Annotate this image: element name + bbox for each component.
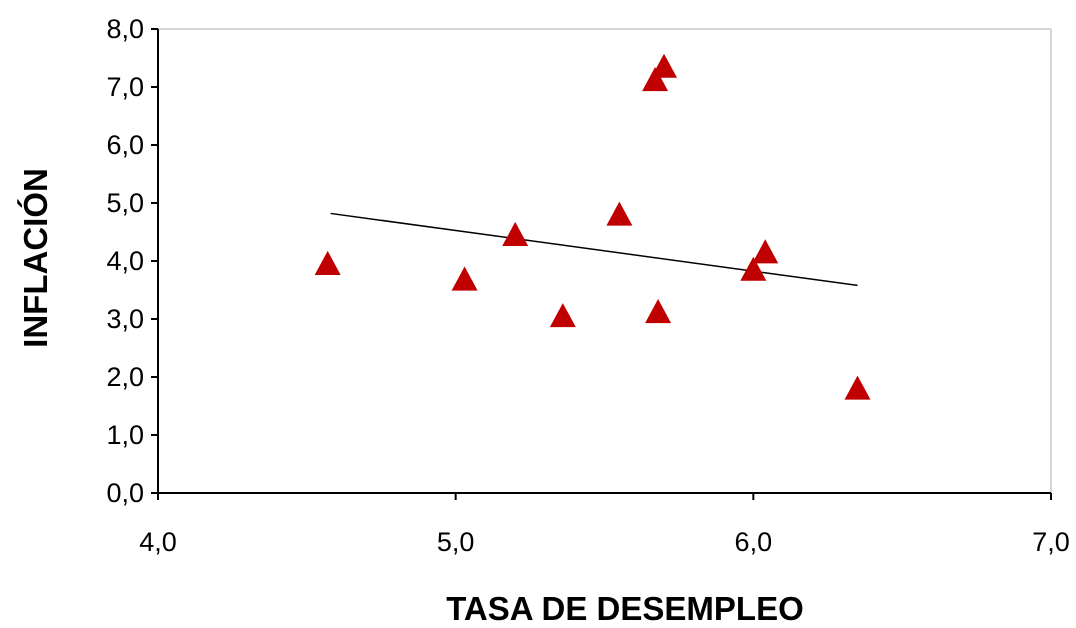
data-point-triangle [606,201,633,226]
trendline-group [330,212,858,287]
y-tick-label: 3,0 [106,304,144,334]
data-point-triangle [844,375,871,400]
y-tick-label: 8,0 [106,14,144,44]
y-axis-title: INFLACIÓN [17,168,54,348]
data-point-triangle [752,239,779,264]
axes [151,28,1052,500]
data-points [314,53,871,400]
data-point-triangle [642,67,669,92]
x-tick-label: 4,0 [139,527,177,557]
y-tick-label: 2,0 [106,362,144,392]
tick-labels: 0,0 1,0 2,0 3,0 4,0 5,0 6,0 7,0 8,0 4,0 5,0 6,0 7,0 [106,14,1069,557]
x-tick-label: 5,0 [437,527,475,557]
trendline [330,212,858,287]
x-axis-title: TASA DE DESEMPLEO [446,590,804,627]
y-tick-label: 5,0 [106,188,144,218]
data-point-triangle [740,256,767,281]
data-point-triangle [645,299,672,324]
y-tick-label: 7,0 [106,72,144,102]
x-tick-label: 6,0 [735,527,773,557]
data-point-triangle [451,266,478,291]
data-point-triangle [502,221,529,246]
y-tick-label: 1,0 [106,420,144,450]
data-point-triangle [549,303,576,328]
y-tick-label: 6,0 [106,130,144,160]
data-point-triangle [651,53,678,78]
x-tick-label: 7,0 [1032,527,1070,557]
y-tick-label: 4,0 [106,246,144,276]
y-tick-label: 0,0 [106,478,144,508]
data-point-triangle [314,250,341,275]
